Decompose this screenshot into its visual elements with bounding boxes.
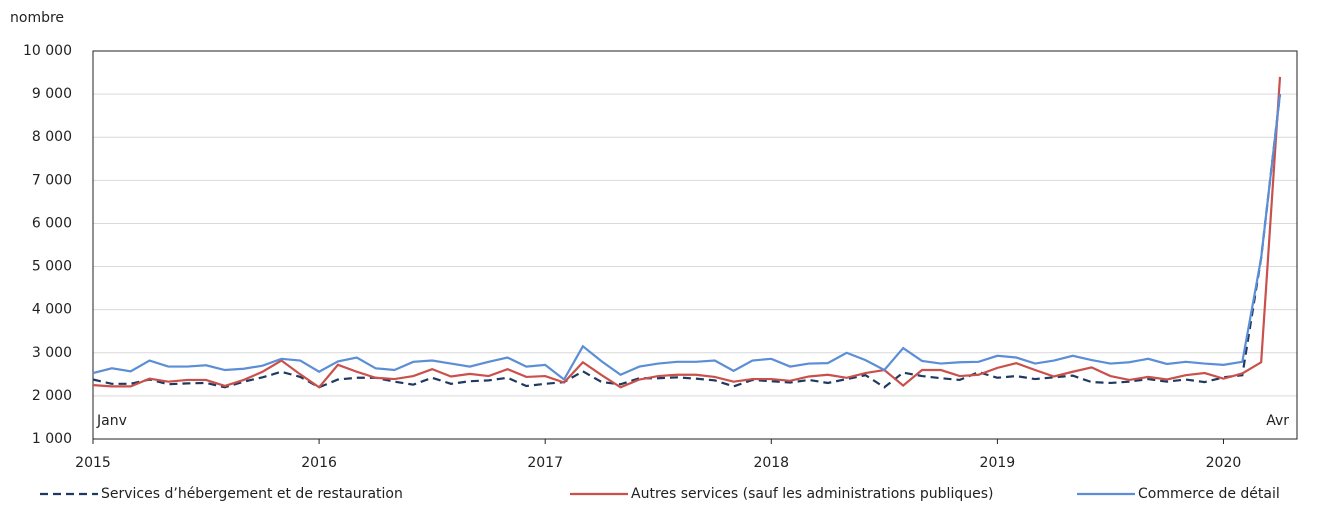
plot-frame: [92, 50, 1298, 440]
series-line: [92, 93, 1282, 382]
legend-label: Autres services (sauf les administration…: [631, 486, 993, 502]
y-tick-label: 8 000: [32, 129, 72, 145]
series-line: [92, 76, 1282, 389]
x-tick-label: 2020: [1206, 455, 1242, 471]
x-tick-label: 2019: [980, 455, 1016, 471]
y-tick-label: 7 000: [32, 172, 72, 188]
x-tick-label: 2017: [527, 455, 563, 471]
legend-label: Services d’hébergement et de restauratio…: [101, 486, 403, 502]
legend-label: Commerce de détail: [1138, 486, 1280, 502]
annotation: Janv: [96, 413, 127, 429]
x-tick-label: 2016: [301, 455, 337, 471]
y-tick-label: 1 000: [32, 431, 72, 447]
y-tick-label: 3 000: [32, 345, 72, 361]
y-tick-label: 10 000: [23, 43, 72, 59]
y-tick-label: 6 000: [32, 215, 72, 231]
y-tick-label: 9 000: [32, 86, 72, 102]
y-axis-label: nombre: [10, 10, 64, 26]
y-tick-label: 4 000: [32, 302, 72, 318]
x-tick-label: 2018: [753, 455, 789, 471]
y-tick-label: 5 000: [32, 259, 72, 275]
y-tick-label: 2 000: [32, 388, 72, 404]
series-line: [92, 93, 1282, 389]
annotation: Avr: [1266, 413, 1289, 429]
x-tick-label: 2015: [75, 455, 111, 471]
